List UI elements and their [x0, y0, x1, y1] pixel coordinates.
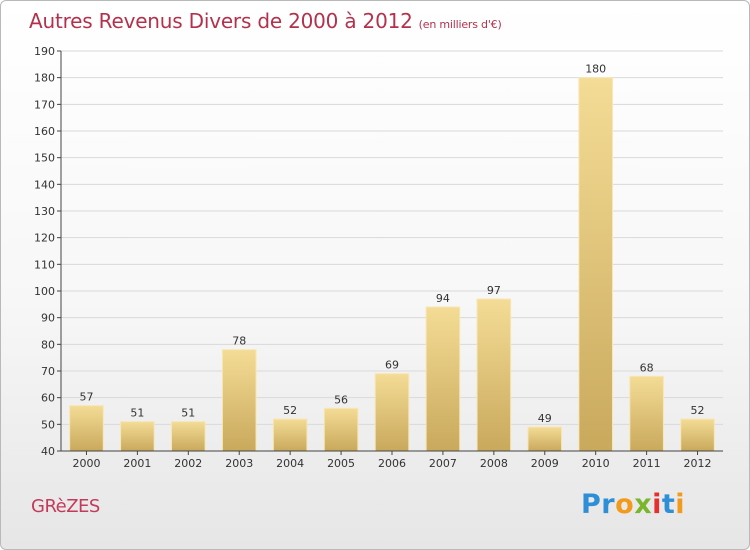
y-tick-label: 50: [41, 418, 55, 431]
y-tick-label: 170: [34, 98, 55, 111]
y-tick-label: 130: [34, 205, 55, 218]
y-tick-label: 190: [34, 45, 55, 58]
bar-2001: [120, 421, 155, 452]
data-label: 94: [436, 292, 450, 305]
y-tick-label: 40: [41, 445, 55, 458]
y-tick-label: 160: [34, 125, 55, 138]
bar-2000: [69, 405, 104, 452]
data-label: 51: [130, 407, 144, 420]
x-tick-label: 2001: [123, 457, 151, 470]
x-tick-label: 2007: [429, 457, 457, 470]
data-label: 52: [283, 404, 297, 417]
logo-letter: i: [675, 489, 686, 520]
bar-2011: [629, 375, 664, 452]
bar-2008: [476, 298, 512, 452]
y-tick-label: 120: [34, 232, 55, 245]
chart-subtitle: (en milliers d'€): [418, 18, 502, 31]
title-text: Autres Revenus Divers de 2000 à 2012: [29, 9, 413, 33]
data-label: 69: [385, 359, 399, 372]
y-tick-label: 110: [34, 258, 55, 271]
bar-2009: [527, 426, 563, 452]
y-tick-label: 140: [34, 178, 55, 191]
x-tick-label: 2006: [378, 457, 406, 470]
y-tick-label: 100: [34, 285, 55, 298]
data-label: 49: [538, 412, 552, 425]
data-label: 97: [487, 284, 501, 297]
y-tick-label: 60: [41, 392, 55, 405]
proxiti-logo: Proxiti: [581, 489, 685, 520]
x-tick-label: 2005: [327, 457, 355, 470]
bar-2003: [221, 349, 257, 452]
y-tick-label: 150: [34, 152, 55, 165]
commune-name: GRèZES: [31, 496, 100, 517]
logo-letter: x: [634, 489, 653, 520]
x-tick-label: 2002: [174, 457, 202, 470]
data-label: 78: [232, 335, 246, 348]
x-tick-label: 2012: [684, 457, 712, 470]
data-label: 56: [334, 393, 348, 406]
data-label: 57: [79, 391, 93, 404]
data-label: 68: [640, 361, 654, 374]
y-tick-label: 70: [41, 365, 55, 378]
data-label: 51: [181, 407, 195, 420]
bar-2004: [272, 418, 308, 452]
logo-letter: o: [615, 489, 635, 520]
x-tick-label: 2011: [633, 457, 661, 470]
x-tick-label: 2010: [582, 457, 610, 470]
x-tick-label: 2008: [480, 457, 508, 470]
x-tick-label: 2009: [531, 457, 559, 470]
logo-letter: r: [601, 489, 616, 520]
chart-title: Autres Revenus Divers de 2000 à 2012 (en …: [29, 9, 502, 33]
x-tick-label: 2004: [276, 457, 304, 470]
x-tick-label: 2003: [225, 457, 253, 470]
y-tick-label: 180: [34, 72, 55, 85]
bar-2002: [171, 421, 206, 452]
logo-letter: t: [661, 489, 676, 520]
y-tick-label: 90: [41, 312, 55, 325]
x-tick-label: 2000: [72, 457, 100, 470]
data-label: 180: [585, 63, 606, 76]
logo-letter: i: [652, 489, 662, 520]
bar-2010: [578, 77, 613, 452]
data-label: 52: [691, 404, 705, 417]
bar-2007: [425, 306, 461, 452]
logo-letter: P: [581, 489, 602, 520]
bar-2006: [374, 373, 410, 452]
bar-2005: [323, 407, 359, 452]
y-tick-label: 80: [41, 338, 55, 351]
bar-2012: [680, 418, 715, 452]
